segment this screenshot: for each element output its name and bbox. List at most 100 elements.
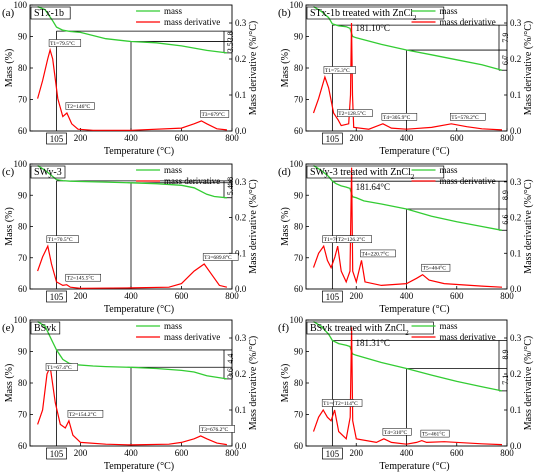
start-temperature-label: 105 [50, 449, 64, 459]
peak-marker-label: T3=679°C [201, 111, 225, 118]
peak-marker-box [336, 235, 372, 243]
y-right-tick-label: 0.3 [235, 333, 247, 343]
peak-marker-box [323, 66, 356, 74]
panel-label: (e) [2, 322, 15, 334]
peak-marker-label: T2=145.5°C [67, 275, 95, 282]
peak-marker-label: T2=146°C [67, 103, 91, 110]
y-left-tick-label: 60 [294, 284, 304, 294]
peak-marker-box [420, 429, 450, 438]
x-tick-label: 400 [124, 291, 138, 301]
y-left-tick-label: 90 [294, 190, 304, 200]
sample-title: SWy-3 treated with ZnCl2 [306, 165, 445, 181]
y-left-tick-label: 70 [18, 410, 28, 420]
peak-marker-box [46, 235, 79, 243]
sample-name: STx-1b treated with ZnCl2 [310, 8, 417, 22]
legend-mass-label: mass [440, 165, 458, 175]
sample-name: SWy-3 [34, 167, 62, 178]
y-right-tick-label: 0.3 [510, 333, 522, 343]
y-left-tick-label: 70 [294, 253, 304, 263]
zncl-subscript: 2 [413, 14, 417, 22]
peak-marker-label: T1=75.3°C [325, 67, 350, 74]
y-right-tick-label: 0.2 [510, 213, 521, 223]
peak-marker-label: T4=310°C [384, 429, 408, 436]
sample-name-box [306, 321, 434, 335]
panel-label: (c) [2, 166, 15, 178]
legend-mass-label: mass [164, 165, 182, 175]
y-left-axis-title: Mass (%) [280, 207, 291, 246]
start-temperature-label: 105 [50, 134, 64, 144]
sample-title: SWy-3 [30, 165, 66, 179]
panel-label: (f) [278, 322, 289, 334]
mass-loss-callout-first: 4.4 [226, 354, 235, 364]
y-left-tick-label: 70 [18, 95, 28, 105]
y-right-tick-label: 0.2 [235, 369, 246, 379]
panel-b: (b) 60 70 80 90 100 0.0 0.1 0.2 0.3 200 400 600 800 10… [278, 0, 534, 157]
x-axis-title: Temperature (°C) [104, 304, 174, 315]
zncl-subscript: 2 [405, 329, 409, 337]
legend-mass-label: mass [440, 6, 458, 16]
y-right-tick-label: 0.3 [510, 177, 522, 187]
mass-derivative-curve [37, 364, 227, 446]
y-right-axis-title: Mass derivative (%/°C) [523, 179, 534, 274]
mass-loss-callout-second: 6.6 [501, 215, 510, 225]
y-right-tick-label: 0.0 [510, 284, 522, 294]
y-left-tick-label: 80 [294, 63, 304, 73]
y-right-tick-label: 0.1 [235, 405, 246, 415]
y-right-tick-label: 0.3 [510, 18, 522, 28]
y-left-tick-label: 100 [14, 315, 28, 325]
legend-derivative-label: mass derivative [440, 332, 496, 342]
peak-marker-label: T1=70.3°C [324, 236, 349, 243]
peak-marker-box [333, 399, 363, 407]
peak-marker-label: T5=464°C [423, 265, 447, 272]
start-temperature-box [46, 290, 67, 303]
start-temperature-label: 105 [326, 292, 340, 302]
legend-derivative-label: mass derivative [164, 176, 220, 186]
y-right-tick-label: 0.1 [235, 248, 246, 258]
peak-marker-box [45, 363, 78, 371]
y-right-tick-label: 0.0 [510, 126, 522, 136]
y-right-axis-title: Mass derivative (%/°C) [523, 336, 534, 431]
y-left-axis-title: Mass (%) [4, 49, 15, 88]
x-axis-title: Temperature (°C) [379, 461, 449, 472]
y-left-tick-label: 90 [294, 32, 304, 42]
y-left-tick-label: 60 [18, 284, 28, 294]
legend-derivative-label: mass derivative [164, 17, 220, 27]
mass-derivative-curve [312, 167, 503, 288]
start-temperature-label: 105 [326, 134, 340, 144]
y-left-tick-label: 100 [290, 315, 304, 325]
panel-label: (b) [278, 7, 291, 19]
y-left-tick-label: 60 [294, 441, 304, 451]
mass-loss-callout-second: 5.4 [226, 185, 235, 195]
sample-name-text: BSvk treated with ZnCl [310, 323, 405, 334]
sample-title: BSvk [30, 321, 61, 335]
sample-name: BSvk [34, 323, 56, 334]
legend-derivative-label: mass derivative [164, 332, 220, 342]
peak-marker-label: T2=114°C [335, 400, 358, 407]
x-tick-label: 200 [350, 291, 364, 301]
y-left-tick-label: 70 [294, 410, 304, 420]
start-temperature-box [322, 132, 343, 145]
y-left-axis-title: Mass (%) [4, 207, 15, 246]
peak-marker-label: T1=67.4°C [47, 364, 72, 371]
y-right-tick-label: 0.2 [510, 369, 521, 379]
panel-e: (e) 60 70 80 90 100 0.0 0.1 0.2 0.3 200 400 600 800 10… [2, 315, 259, 472]
peak-marker-box [450, 113, 486, 121]
x-tick-label: 800 [500, 291, 514, 301]
y-left-tick-label: 90 [18, 347, 28, 357]
peak-marker-label: T4=220.7°C [361, 250, 389, 257]
sample-name-box [30, 321, 61, 335]
peak-marker-label: T4=305.9°C [383, 114, 411, 121]
mass-loss-callout-second: 3.5 [226, 42, 235, 52]
mass-loss-callout-first: 3.8 [226, 31, 235, 41]
sample-title: BSvk treated with ZnCl2 [306, 321, 434, 337]
dominant-peak-label: 181.31°C [356, 338, 390, 348]
y-left-tick-label: 80 [18, 222, 28, 232]
x-tick-label: 800 [225, 448, 239, 458]
x-tick-label: 400 [400, 291, 414, 301]
x-tick-label: 600 [450, 133, 464, 143]
y-right-tick-label: 0.3 [235, 18, 247, 28]
sample-name-box [30, 165, 66, 179]
x-tick-label: 200 [74, 133, 88, 143]
peak-marker-box [48, 39, 82, 47]
y-right-tick-label: 0.0 [235, 441, 247, 451]
